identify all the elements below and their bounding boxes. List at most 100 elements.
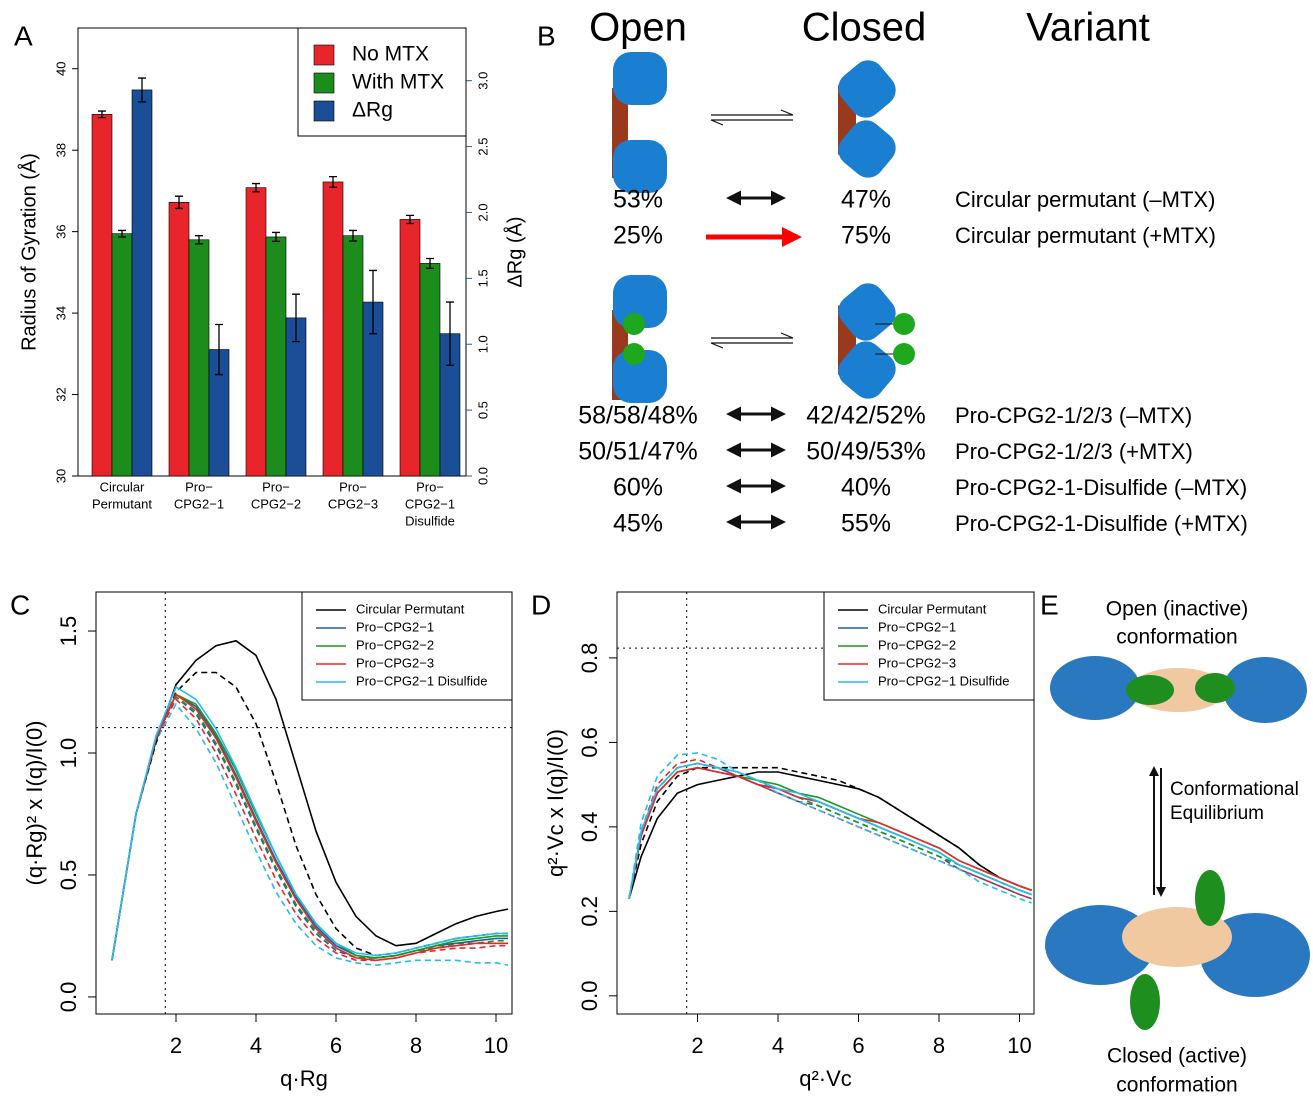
x-tick-label: 2: [691, 1033, 703, 1058]
line: [628, 762, 1032, 899]
protein-domain: [1223, 657, 1307, 723]
variant-label: Circular permutant (–MTX): [955, 187, 1215, 212]
panel-label: B: [537, 20, 556, 51]
variant-label: Pro-CPG2-1/2/3 (–MTX): [955, 403, 1192, 428]
error-bar: [195, 235, 203, 245]
error-bar: [446, 301, 454, 366]
legend-label: No MTX: [352, 43, 429, 66]
y2-tick-label: 1.5: [475, 269, 490, 287]
error-bar: [406, 214, 414, 225]
domain: [838, 283, 896, 341]
y-tick-label: 0.0: [56, 982, 81, 1013]
closed-percent: 75%: [841, 222, 891, 250]
open-percent: 45%: [613, 510, 663, 538]
panel-b-icons: [612, 52, 915, 403]
domain: [838, 60, 896, 118]
x-tick-label: 6: [330, 1033, 342, 1058]
error-bar: [252, 182, 260, 193]
dashed-line: [111, 671, 508, 961]
bar: [131, 89, 153, 477]
x-tick-label: Circular: [100, 479, 145, 494]
legend-swatch: [313, 44, 335, 66]
open-percent: 50/51/47%: [578, 438, 698, 466]
domain: [838, 120, 896, 178]
y-tick-label: 38: [53, 143, 68, 157]
structure-label: conformation: [1116, 1074, 1237, 1097]
dashed-line: [628, 766, 1032, 899]
protein-helix: [1130, 974, 1160, 1030]
line: [111, 639, 509, 961]
open-percent: 25%: [613, 222, 663, 250]
dashed-line: [628, 762, 1032, 899]
y-axis-title: Radius of Gyration (Å): [17, 153, 40, 351]
dashed-line: [628, 758, 1032, 900]
bar: [168, 202, 190, 477]
legend-swatch: [313, 100, 335, 122]
y2-axis-title: ΔRg (Å): [503, 216, 526, 287]
panel-label: E: [1040, 589, 1059, 620]
bar: [265, 236, 287, 477]
y2-tick-label: 2.5: [475, 138, 490, 156]
domain: [613, 275, 667, 328]
bar: [91, 114, 113, 477]
panel-label: A: [14, 20, 33, 51]
bar: [322, 181, 344, 477]
line: [111, 685, 508, 961]
y-axis-title: q²·Vc x I(q)/I(0): [543, 729, 568, 877]
error-bar: [118, 229, 126, 238]
equilibrium-label: Equilibrium: [1170, 803, 1264, 824]
legend-label: Pro−CPG2−3: [356, 655, 434, 670]
closed-percent: 55%: [841, 510, 891, 538]
column-header: Closed: [802, 6, 927, 50]
legend-label: ΔRg: [352, 99, 393, 122]
bar: [245, 187, 267, 477]
x-tick-label: 4: [250, 1033, 262, 1058]
dashed-line: [111, 702, 509, 967]
y-tick-label: 1.0: [56, 738, 81, 769]
legend-label: Pro−CPG2−1: [878, 619, 956, 634]
domain: [838, 341, 896, 399]
error-bar: [369, 269, 377, 335]
x-tick-label: Pro−: [185, 479, 213, 494]
error-bar: [292, 293, 300, 343]
line: [628, 771, 1032, 899]
y-tick-label: 30: [53, 469, 68, 483]
dashed-line: [628, 762, 1032, 900]
x-tick-label: CPG2−1: [174, 496, 224, 511]
error-bar: [98, 110, 106, 119]
dashed-line: [628, 752, 1032, 904]
x-tick-label: CPG2−3: [328, 496, 378, 511]
y-tick-label: 0.0: [577, 981, 602, 1012]
open-percent: 60%: [613, 474, 663, 502]
structure-label: Open (inactive): [1106, 598, 1248, 621]
variant-label: Circular permutant (+MTX): [955, 223, 1216, 248]
bar: [399, 219, 421, 477]
column-header: Open: [589, 6, 687, 50]
x-tick-label: 10: [1007, 1033, 1031, 1058]
y-tick-label: 1.5: [56, 616, 81, 647]
protein-helix: [1195, 870, 1225, 926]
ligand: [623, 343, 645, 365]
legend-label: Circular Permutant: [356, 601, 465, 616]
x-tick-label: 8: [410, 1033, 422, 1058]
error-bar: [349, 229, 357, 242]
y-tick-label: 40: [53, 61, 68, 75]
y2-tick-label: 2.0: [475, 203, 490, 221]
y-tick-label: 34: [53, 306, 68, 320]
error-bar: [426, 257, 434, 269]
y-tick-label: 36: [53, 224, 68, 238]
x-tick-label: Pro−: [339, 479, 367, 494]
legend-label: With MTX: [352, 71, 444, 94]
error-bar: [138, 77, 146, 103]
x-axis-title: q·Rg: [280, 1066, 328, 1091]
open-percent: 58/58/48%: [578, 402, 698, 430]
y2-tick-label: 0.0: [475, 467, 490, 485]
panel-e-structures: [1045, 656, 1310, 1030]
open-percent: 53%: [613, 186, 663, 214]
error-bar: [215, 323, 223, 376]
legend-label: Pro−CPG2−1 Disulfide: [356, 673, 488, 688]
legend-label: Pro−CPG2−3: [878, 655, 956, 670]
x-tick-label: Pro−: [262, 479, 290, 494]
y-tick-label: 0.6: [577, 727, 602, 758]
